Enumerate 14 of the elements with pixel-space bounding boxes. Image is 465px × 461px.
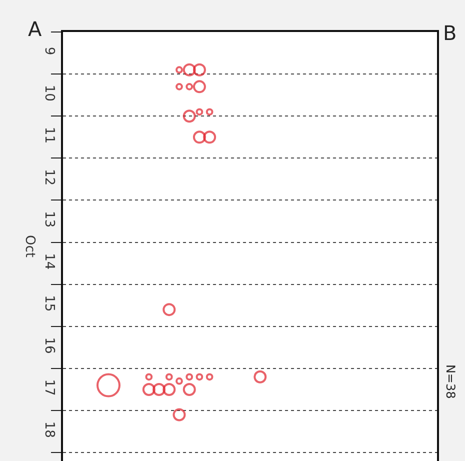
y-tick-label: 10 (41, 84, 56, 102)
y-axis-title: Oct (22, 235, 37, 258)
y-tick-label: 17 (41, 379, 56, 396)
y-tick-label: 18 (41, 421, 56, 438)
y-tick-label: 9 (41, 46, 56, 56)
y-tick-label: 16 (41, 337, 56, 354)
y-tick-label: 12 (41, 168, 56, 186)
text: B (443, 21, 457, 45)
y-tick-label: 13 (41, 211, 56, 228)
y-tick-label: 15 (41, 295, 56, 312)
y-tick-label: 14 (41, 253, 56, 270)
y-tick-label: 11 (41, 126, 56, 144)
text: A (28, 17, 42, 41)
text: N=38 (443, 364, 458, 399)
